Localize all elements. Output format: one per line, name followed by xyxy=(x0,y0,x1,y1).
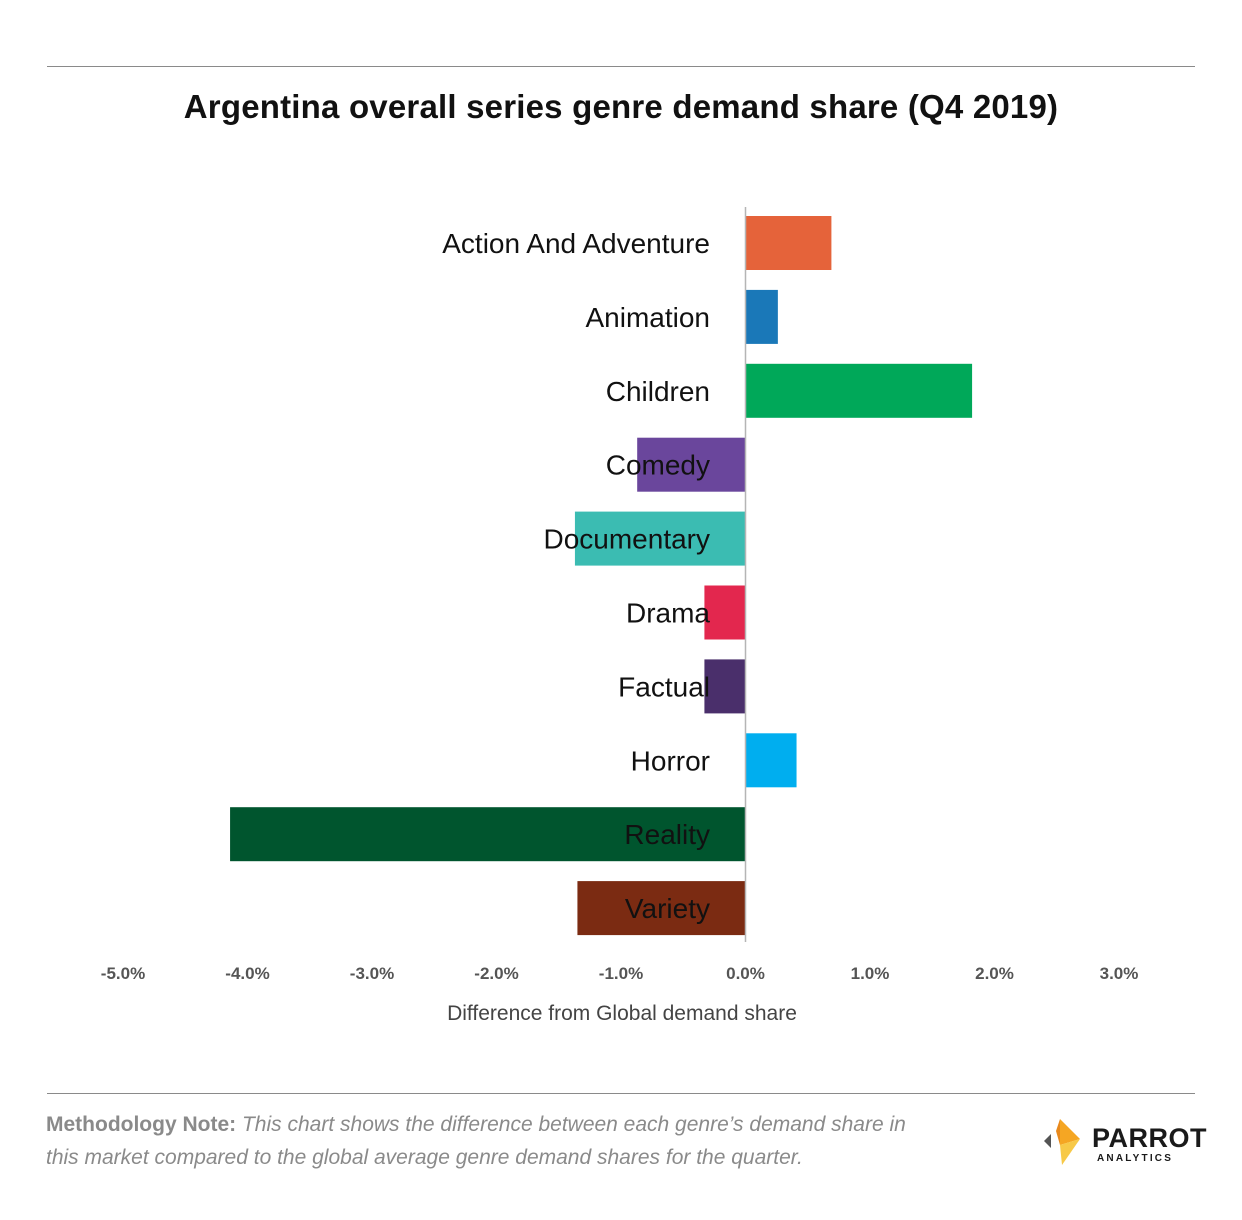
logo-wordmark: PARROT xyxy=(1092,1123,1207,1153)
parrot-analytics-logo: PARROT ANALYTICS xyxy=(1040,1115,1207,1167)
bar-animation xyxy=(745,289,778,344)
x-tick-label: -2.0% xyxy=(474,964,518,983)
category-label-children: Children xyxy=(606,376,710,407)
methodology-label: Methodology Note: xyxy=(46,1113,237,1136)
category-label-variety: Variety xyxy=(625,893,710,924)
bar-factual xyxy=(704,659,746,714)
x-tick-label: 2.0% xyxy=(975,964,1014,983)
bar-comedy xyxy=(637,437,746,492)
methodology-text: This chart shows the difference between … xyxy=(46,1113,906,1169)
x-tick-label: -5.0% xyxy=(101,964,145,983)
chart-title: Argentina overall series genre demand sh… xyxy=(183,88,1059,125)
category-label-factual: Factual xyxy=(618,671,710,702)
category-label-reality: Reality xyxy=(624,819,710,850)
bar-action-and-adventure xyxy=(745,216,832,270)
category-label-animation: Animation xyxy=(585,302,710,333)
bar-chart: Action And Adventure Animation Children Com… xyxy=(101,207,1139,1025)
parrot-logo-icon xyxy=(1044,1119,1080,1165)
bar-variety xyxy=(577,881,746,936)
bar-drama xyxy=(704,585,746,640)
x-tick-label: -4.0% xyxy=(225,964,269,983)
logo-subtitle: ANALYTICS xyxy=(1097,1153,1174,1164)
x-tick-label: 3.0% xyxy=(1100,964,1139,983)
bar-horror xyxy=(745,733,797,788)
category-label-documentary: Documentary xyxy=(543,524,710,555)
x-tick-label: -1.0% xyxy=(599,964,643,983)
top-divider xyxy=(47,66,1195,67)
bottom-divider xyxy=(47,1093,1195,1094)
category-label-drama: Drama xyxy=(626,598,710,629)
category-label-comedy: Comedy xyxy=(606,450,710,481)
x-tick-label: 0.0% xyxy=(726,964,765,983)
bar-reality xyxy=(230,807,746,862)
x-tick-label: -3.0% xyxy=(350,964,394,983)
bar-documentary xyxy=(574,511,746,566)
category-label-action-and-adventure: Action And Adventure xyxy=(442,228,710,259)
x-tick-label: 1.0% xyxy=(851,964,890,983)
x-axis-label: Difference from Global demand share xyxy=(447,1002,797,1025)
category-label-horror: Horror xyxy=(631,745,710,776)
bar-children xyxy=(745,363,973,418)
methodology-note: Methodology Note: This chart shows the d… xyxy=(46,1108,926,1174)
